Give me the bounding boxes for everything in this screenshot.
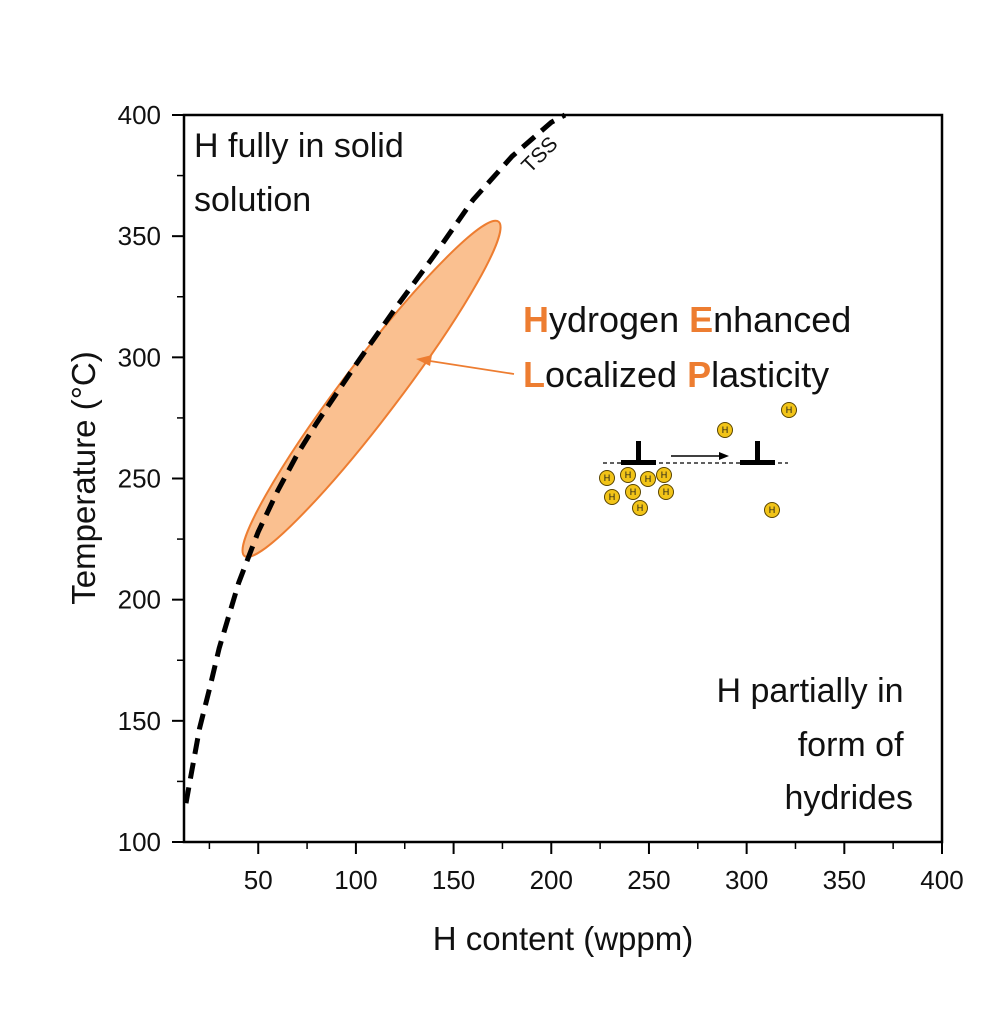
tss-curve-layer	[183, 112, 567, 804]
dislocation-motion-arrow	[671, 452, 729, 460]
x-tick-label: 300	[725, 865, 768, 895]
hydrogen-atom	[625, 484, 641, 500]
y-tick-label: 400	[118, 100, 161, 130]
tss-curve-label: TSS	[517, 132, 562, 177]
hydrides-label: H partially in form of hydrides	[716, 672, 913, 817]
hel-accent-letter: P	[687, 354, 711, 395]
dislocation-symbol-right	[740, 441, 775, 465]
y-tick-label: 150	[118, 706, 161, 736]
x-tick-label: 400	[920, 865, 963, 895]
y-axis-label: Temperature (°C)	[65, 351, 102, 604]
hydrogen-atom	[717, 422, 733, 438]
hel-title-line-2: Localized Plasticity	[523, 354, 829, 395]
x-tick-label: 350	[823, 865, 866, 895]
x-axis-label: H content (wppm)	[433, 920, 693, 957]
hydrides-line-2: form of	[798, 726, 904, 764]
hydrogen-atom-label: H	[604, 473, 611, 483]
hel-arrow	[416, 355, 515, 375]
y-tick-label: 350	[118, 221, 161, 251]
x-tick-label: 100	[334, 865, 377, 895]
solid-solution-line-2: solution	[194, 181, 311, 219]
hydrogen-atom	[658, 484, 674, 500]
plasticity-region-ellipse	[241, 219, 502, 558]
hydrogen-atom	[764, 502, 780, 518]
dislocation-symbol-left	[621, 441, 656, 465]
hydrogen-atom-label: H	[630, 487, 637, 497]
hydrogen-atom	[604, 489, 620, 505]
hydrogen-atom-label: H	[645, 474, 652, 484]
axis-ticks	[172, 114, 943, 854]
hydrogen-atom	[632, 500, 648, 516]
axis-tick-labels: 50 100 150 200 250 300 350 400 100 150 200 250 300 35…	[118, 100, 964, 895]
hydrogen-atom	[640, 471, 656, 487]
hel-text-part: ocalized	[545, 354, 687, 395]
hel-text-part: lasticity	[711, 354, 829, 395]
y-tick-label: 100	[118, 827, 161, 857]
hydrides-line-3: hydrides	[784, 779, 913, 817]
hel-accent-letter: H	[523, 299, 549, 340]
y-tick-label: 250	[118, 464, 161, 494]
hydrogen-atom-label: H	[625, 470, 632, 480]
hydrogen-atom	[599, 470, 615, 486]
hydrogen-atom-label: H	[769, 505, 776, 515]
x-tick-label: 50	[244, 865, 273, 895]
hydrogen-atom	[656, 467, 672, 483]
hydrogen-atom	[620, 467, 636, 483]
hydrogen-atom-label: H	[609, 492, 616, 502]
hydrides-line-1: H partially in	[716, 672, 903, 710]
hydrogen-atom-label: H	[786, 405, 793, 415]
hydrogen-atom	[781, 402, 797, 418]
hel-title-line-1: Hydrogen Enhanced	[523, 299, 851, 340]
x-tick-label: 200	[530, 865, 573, 895]
hydrogen-atom-label: H	[661, 470, 668, 480]
tss-curve	[183, 112, 567, 804]
hydrogen-atom-label: H	[637, 503, 644, 513]
hel-text-part: ydrogen	[549, 299, 689, 340]
solid-solution-label: H fully in solid solution	[194, 127, 413, 219]
hel-text-part: nhanced	[713, 299, 851, 340]
hydrogen-atom-label: H	[663, 487, 670, 497]
y-tick-label: 300	[118, 342, 161, 372]
hel-accent-letter: E	[689, 299, 713, 340]
plasticity-region-layer	[241, 219, 502, 558]
hydrogen-atom-label: H	[722, 425, 729, 435]
hel-accent-letter: L	[523, 354, 545, 395]
solid-solution-line-1: H fully in solid	[194, 127, 404, 165]
x-tick-label: 250	[627, 865, 670, 895]
y-tick-label: 200	[118, 585, 161, 615]
x-tick-label: 150	[432, 865, 475, 895]
